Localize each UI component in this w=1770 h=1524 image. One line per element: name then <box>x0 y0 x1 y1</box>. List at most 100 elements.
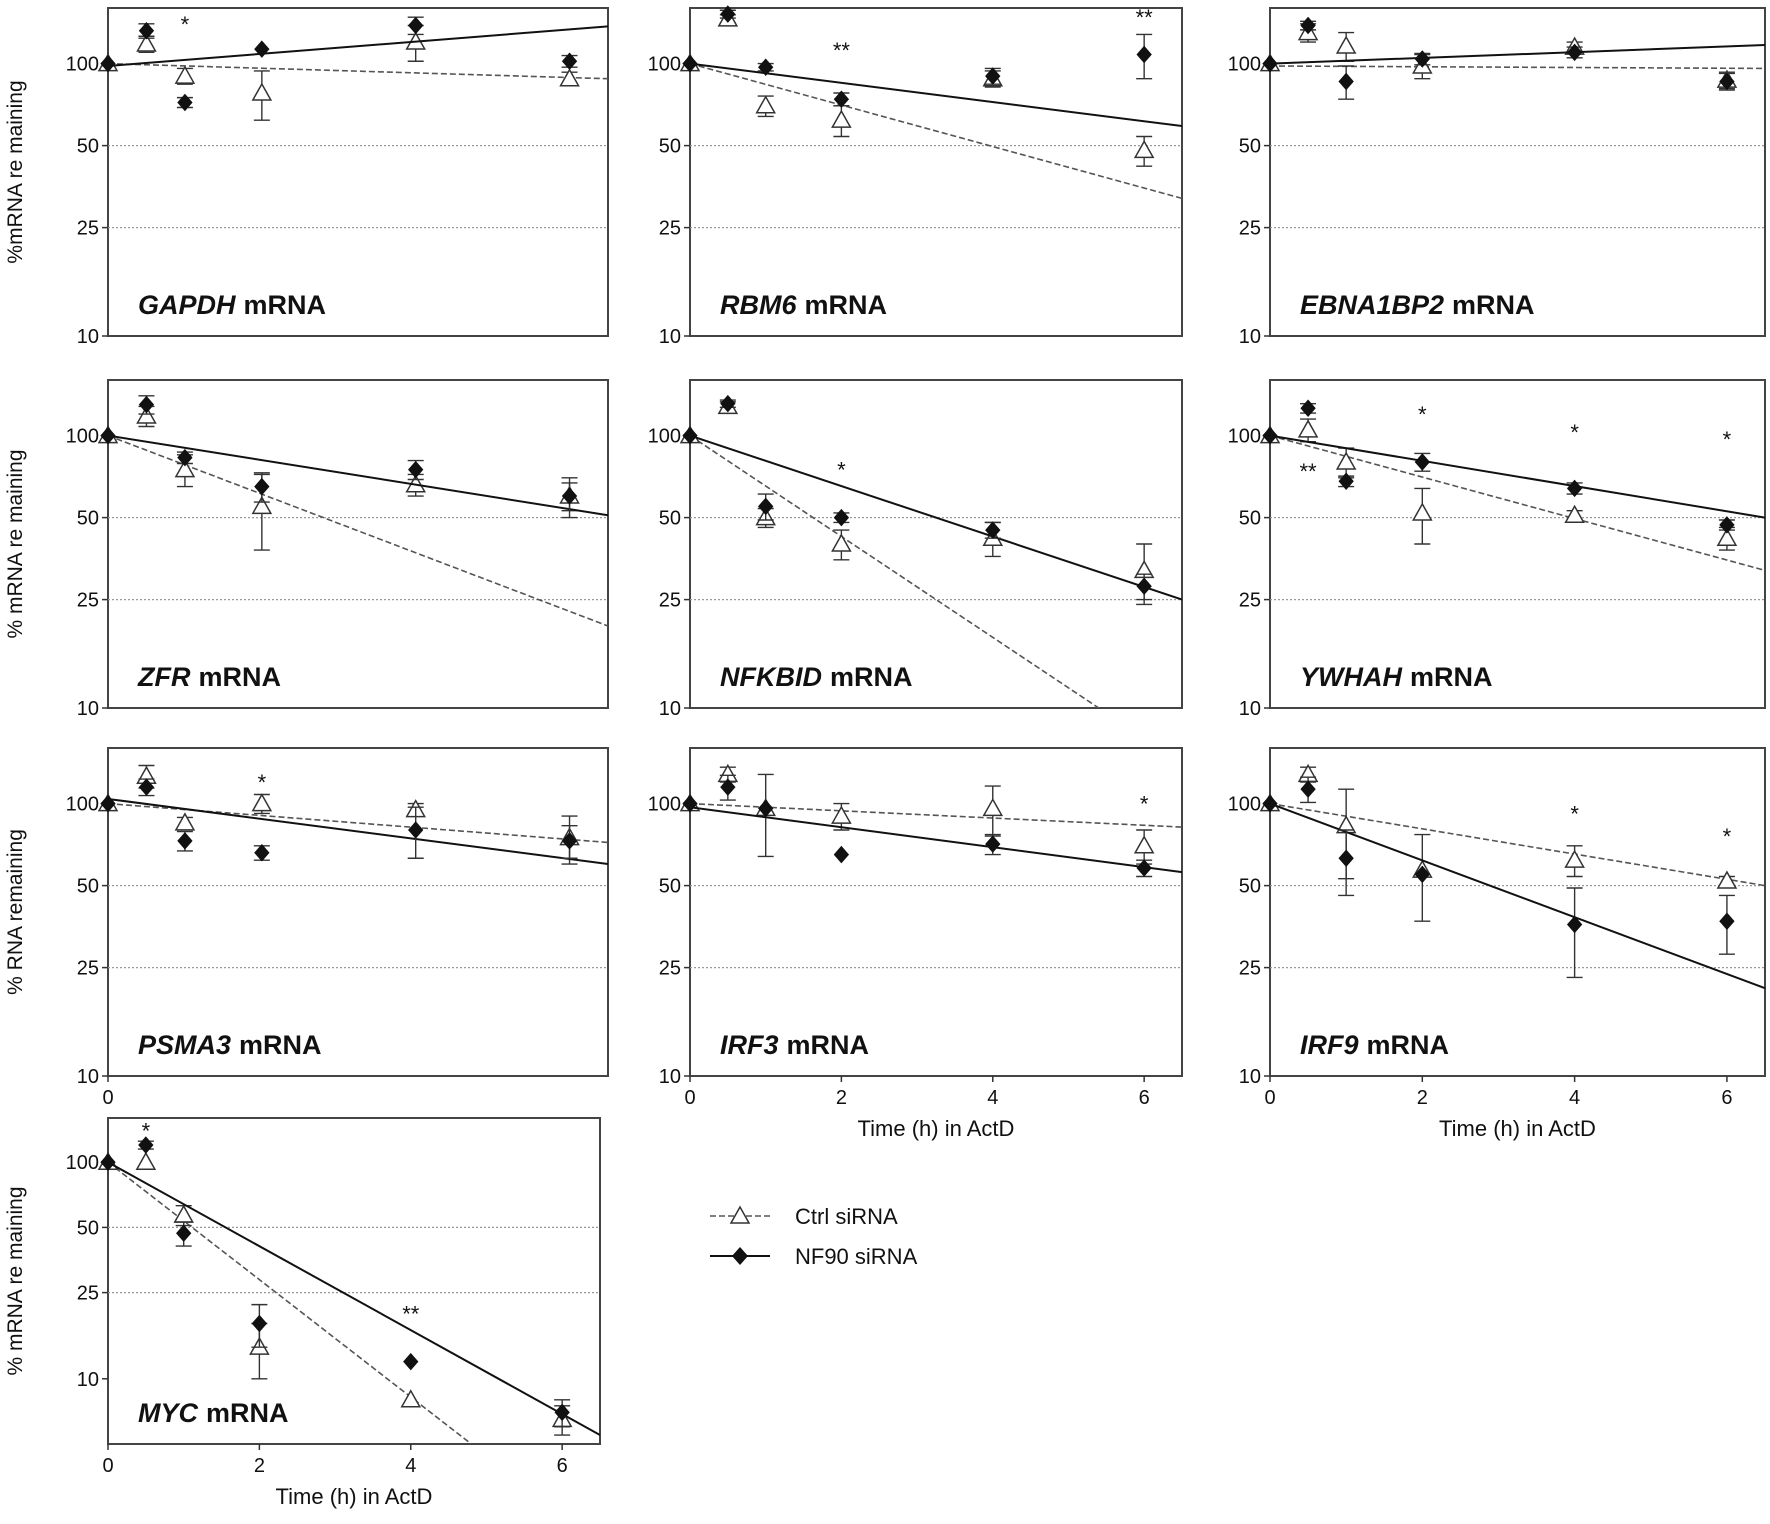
ctrl-point <box>1335 451 1357 470</box>
significance-marker: ** <box>1300 459 1318 484</box>
significance-marker: ** <box>1136 5 1154 30</box>
nf90-point <box>1566 915 1583 934</box>
title-suffix: mRNA <box>244 290 327 320</box>
title-suffix: mRNA <box>1367 1030 1450 1060</box>
ctrl-point <box>251 793 273 812</box>
nf90-point <box>138 395 155 414</box>
nf90-series <box>682 774 1182 878</box>
nf90-point <box>408 460 424 479</box>
nf90-point <box>1262 426 1278 445</box>
title-suffix: mRNA <box>805 290 888 320</box>
chart-panel-zfr: 100 50 25 10 % mRNA re maining ZFR mRNA <box>4 379 609 720</box>
nf90-fit-line <box>1270 44 1765 65</box>
y-tick-label: 100 <box>1228 426 1261 448</box>
nf90-point <box>1719 912 1735 930</box>
y-tick-label: 10 <box>659 698 681 720</box>
chart-title: ZFR mRNA <box>137 662 281 692</box>
legend-item: NF90 siRNA <box>710 1244 918 1269</box>
title-suffix: mRNA <box>198 662 281 692</box>
y-tick-label: 10 <box>77 698 99 720</box>
significance-marker: * <box>1570 801 1579 826</box>
ctrl-fit-line <box>108 62 608 80</box>
significance-marker: * <box>1723 824 1732 849</box>
ctrl-point <box>136 33 157 52</box>
nf90-point <box>561 487 578 505</box>
nf90-point <box>985 67 1001 85</box>
nf90-point <box>408 821 424 839</box>
plot-frame <box>107 7 609 337</box>
nf90-point <box>177 93 193 112</box>
chart-title: NFKBID mRNA <box>720 662 913 692</box>
nf90-point <box>1300 780 1316 798</box>
nf90-point <box>1414 865 1430 884</box>
ctrl-point <box>1297 419 1319 438</box>
y-tick-label: 25 <box>1239 590 1261 612</box>
chart-title: YWHAH mRNA <box>1300 662 1493 692</box>
chart-title: EBNA1BP2 mRNA <box>1300 290 1535 320</box>
chart-panel-ebna1bp2: 100 50 25 10 EBNA1BP2 mRNA <box>1228 7 1766 348</box>
legend: Ctrl siRNA NF90 siRNA <box>710 1204 918 1269</box>
y-tick-label: 100 <box>648 54 681 76</box>
y-tick-label: 25 <box>77 958 99 980</box>
y-tick-label: 100 <box>66 54 99 76</box>
y-tick-label: 25 <box>1239 958 1261 980</box>
nf90-point <box>1262 54 1278 73</box>
nf90-point <box>1566 479 1583 498</box>
x-axis-label: Time (h) in ActD <box>858 1116 1015 1141</box>
ctrl-point <box>1564 504 1585 524</box>
nf90-point <box>1338 72 1354 91</box>
ctrl-point <box>831 109 852 128</box>
nf90-point <box>758 799 774 818</box>
y-tick-label: 25 <box>77 218 99 240</box>
nf90-point <box>138 21 155 40</box>
y-tick-label: 100 <box>1228 794 1261 816</box>
significance-marker: * <box>258 770 267 795</box>
nf90-point <box>833 90 850 108</box>
y-tick-label: 10 <box>77 326 99 348</box>
gene-name: NFKBID <box>720 662 822 692</box>
nf90-fit-line <box>108 25 608 67</box>
nf90-series <box>1262 399 1765 534</box>
nf90-fit-line <box>690 806 1182 874</box>
gene-name: GAPDH <box>138 290 236 320</box>
chart-panel-rbm6: 100 50 25 10 RBM6 mRNA ** ** <box>648 5 1183 348</box>
nf90-point <box>758 58 774 76</box>
title-suffix: mRNA <box>239 1030 322 1060</box>
chart-panel-nfkbid: 100 50 25 10 NFKBID mRNA * <box>648 379 1183 720</box>
nf90-fit-line <box>108 797 608 866</box>
chart-panel-irf9: 100 50 25 100 2 4 6 Time (h) in ActD IRF9 mRNA * * <box>1228 747 1766 1141</box>
nf90-point <box>1136 859 1152 877</box>
ctrl-point <box>174 65 196 84</box>
ctrl-point <box>251 495 273 515</box>
nf90-point <box>682 426 698 445</box>
chart-title: IRF9 mRNA <box>1300 1030 1449 1060</box>
ctrl-point <box>559 68 580 87</box>
nf90-point <box>561 832 578 850</box>
chart-title: PSMA3 mRNA <box>138 1030 322 1060</box>
nf90-point <box>254 40 270 58</box>
significance-marker: * <box>1418 402 1427 427</box>
nf90-point <box>251 1314 268 1333</box>
nf90-point <box>176 1224 192 1242</box>
nf90-point <box>985 521 1001 539</box>
gene-name: MYC <box>138 1398 199 1428</box>
nf90-point <box>1136 577 1152 595</box>
legend-ctrl-marker <box>729 1205 751 1224</box>
x-tick-label: 4 <box>405 1455 416 1477</box>
y-tick-label: 100 <box>648 426 681 448</box>
x-tick-label: 4 <box>1569 1087 1580 1109</box>
nf90-point <box>1300 399 1316 418</box>
nf90-point <box>758 497 774 516</box>
legend-label: NF90 siRNA <box>795 1244 918 1269</box>
y-tick-label: 10 <box>77 1066 99 1088</box>
gene-name: IRF9 <box>1300 1030 1359 1060</box>
y-tick-label: 50 <box>659 876 681 898</box>
nf90-series <box>100 1136 600 1436</box>
ctrl-point <box>136 405 157 424</box>
significance-marker: * <box>142 1119 151 1144</box>
ctrl-point <box>1335 35 1357 54</box>
chart-panel-gapdh: 100 50 25 10 %mRNA re maining GAPDH mRNA * <box>4 7 609 348</box>
nf90-point <box>408 16 424 35</box>
nf90-point <box>254 477 270 496</box>
